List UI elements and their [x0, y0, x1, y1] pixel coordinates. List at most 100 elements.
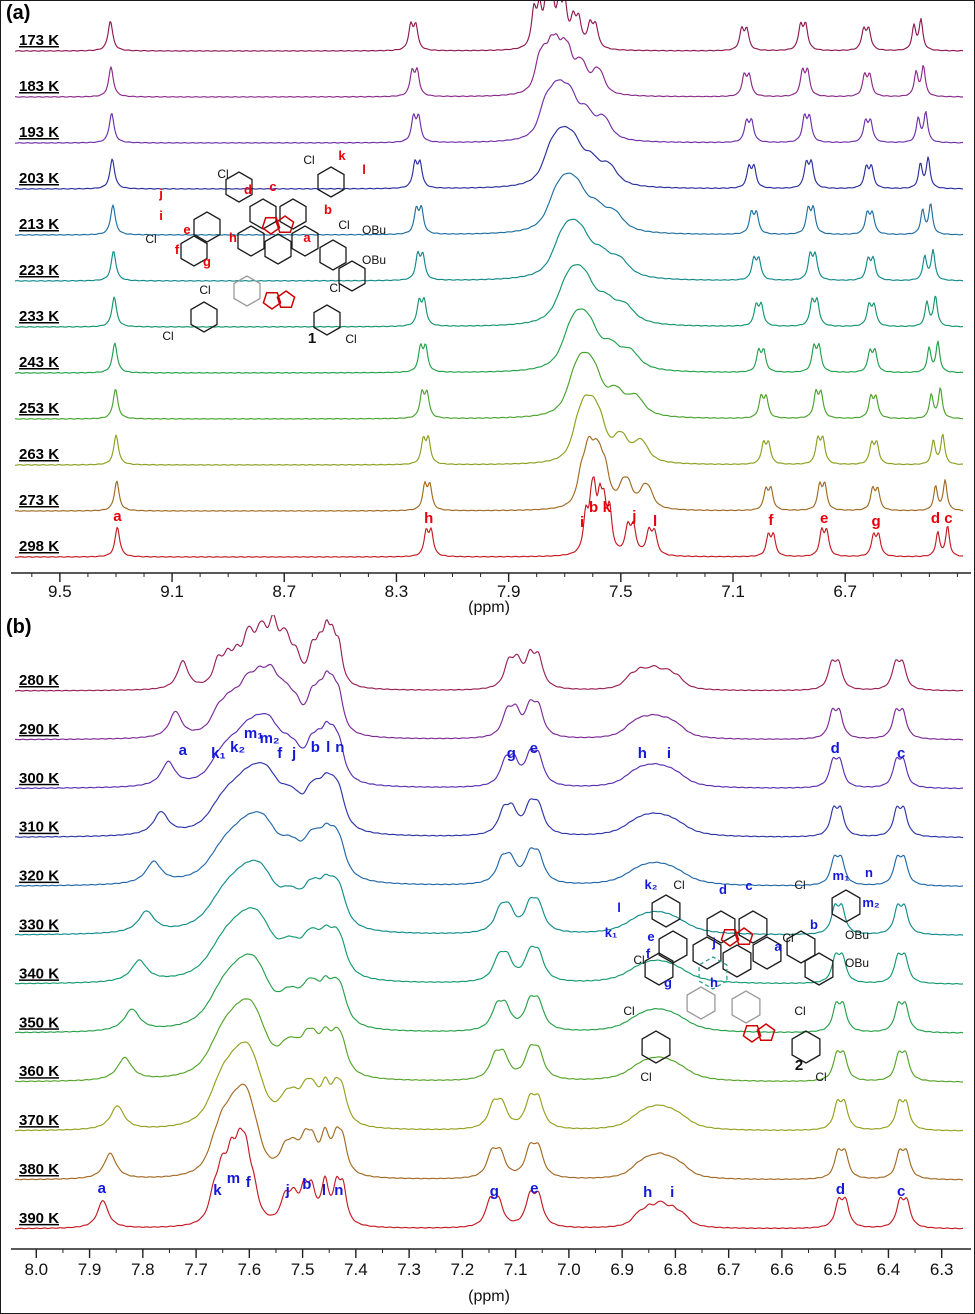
- peak-assignment-label: d: [831, 740, 840, 757]
- structure-label: b: [810, 917, 818, 932]
- structure-label: a: [303, 230, 311, 245]
- panel-a: (a) 9.5 9.1 8.7 8.3 7.9 7.5 7.1 6.7 (ppm) 173 K 18…: [1, 1, 974, 615]
- peak-assignment-label: j: [285, 1182, 290, 1199]
- benzene-ring: [641, 1030, 671, 1064]
- spectrum-trace-183K: [15, 33, 964, 98]
- compound-number: 2: [795, 1057, 803, 1074]
- temperature-label: 233 K: [19, 308, 59, 325]
- temperature-label: 263 K: [19, 446, 59, 463]
- peak-assignment-label: d: [836, 1181, 845, 1198]
- peak-assignment-label: b: [589, 499, 598, 516]
- x-axis-tick-label: 6.7: [717, 1260, 741, 1279]
- x-axis: 9.5 9.1 8.7 8.3 7.9 7.5 7.1 6.7 (ppm): [11, 572, 971, 615]
- x-axis: 8.0 7.9 7.8 7.7 7.6 7.5 7.4 7.3 7.2 7.1 7.0 6.9 6.8 6…: [11, 1248, 971, 1305]
- x-axis-tick-label: 8.0: [24, 1260, 48, 1279]
- benzene-ring: [225, 171, 253, 203]
- peak-assignment-label: a: [113, 508, 122, 525]
- temperature-label: 280 K: [19, 672, 59, 689]
- peak-assignment-label: n: [335, 739, 344, 756]
- structure-label: b: [324, 202, 332, 217]
- temperature-label: 330 K: [19, 917, 59, 934]
- peak-assignment-label: i: [667, 745, 671, 762]
- spectrum-trace-263K: [15, 394, 964, 466]
- structure-label: n: [865, 865, 873, 880]
- pentalene-ring: [756, 1023, 776, 1042]
- peak-assignment-label: e: [530, 1180, 538, 1197]
- benzene-ring: [804, 952, 834, 986]
- temperature-label: 390 K: [19, 1210, 59, 1227]
- peak-assignment-label: j: [631, 508, 636, 525]
- benzene-ring: [651, 894, 681, 928]
- spectrum-trace-310K: [14, 762, 964, 839]
- structure-label: Cl: [329, 281, 340, 295]
- structure-label: OBu: [362, 253, 386, 267]
- peak-assignment-label: l: [322, 1182, 326, 1199]
- benzene-ring: [279, 198, 307, 230]
- peak-assignment-label: g: [871, 513, 880, 530]
- x-axis-tick-label: 7.2: [451, 1260, 475, 1279]
- peak-assignment-label: l: [653, 513, 657, 530]
- temperature-label: 360 K: [19, 1063, 59, 1080]
- structure-label: a: [774, 939, 782, 954]
- peak-assignment-label: f: [768, 512, 774, 529]
- peak-assignment-label: k₁: [211, 745, 226, 762]
- structure-label: g: [203, 254, 211, 269]
- x-axis-tick-label: 6.4: [877, 1260, 901, 1279]
- temperature-label: 380 K: [19, 1161, 59, 1178]
- structure-label: Cl: [199, 283, 210, 297]
- spectrum-trace-173K: [14, 1, 964, 52]
- panel-b: (b) 8.0 7.9 7.8 7.7 7.6 7.5 7.4 7.3 7.2 7.1 7.0 6.9…: [1, 615, 974, 1313]
- peak-assignment-label: a: [98, 1180, 107, 1197]
- structure-label: k: [338, 148, 346, 163]
- temperature-label: 300 K: [19, 770, 59, 787]
- structure-label: i: [159, 208, 163, 223]
- spectrum-trace-290K: [15, 663, 964, 741]
- temperature-label: 183 K: [19, 78, 59, 95]
- x-axis-tick-label: 9.5: [48, 582, 72, 601]
- temperature-label: 203 K: [19, 170, 59, 187]
- structure-label: m₁: [833, 868, 850, 883]
- panel-a-label: (a): [6, 2, 31, 24]
- structure-label: Cl: [303, 153, 314, 167]
- benzene-ring: [722, 944, 752, 978]
- peak-assignment-label: a: [179, 742, 188, 759]
- benzene-ring: [786, 930, 816, 964]
- peak-assignment-label: e: [530, 740, 538, 757]
- x-axis-title: (ppm): [468, 599, 510, 615]
- structure-label: c: [745, 878, 752, 893]
- temperature-label: 173 K: [19, 32, 59, 49]
- spectrum-trace-298K: [14, 476, 963, 558]
- peak-assignment-label: b: [302, 1176, 311, 1193]
- structure-label: h: [229, 230, 237, 245]
- structure-label: e: [183, 222, 190, 237]
- spectrum-trace-233K: [14, 264, 964, 328]
- x-axis-tick-label: 7.5: [609, 582, 633, 601]
- structure-label: Cl: [815, 1070, 826, 1084]
- spectrum-trace-273K: [14, 435, 964, 512]
- temperature-label: 310 K: [19, 819, 59, 836]
- structure-label: g: [664, 975, 672, 990]
- temperature-label: 350 K: [19, 1014, 59, 1031]
- benzene-ring: [831, 889, 861, 923]
- x-axis-tick-label: 7.1: [504, 1260, 528, 1279]
- temperature-label: 253 K: [19, 400, 59, 417]
- x-axis-tick-label: 7.9: [78, 1260, 102, 1279]
- spectrum-trace-280K: [14, 615, 964, 692]
- structure-label: k₂: [644, 877, 657, 892]
- benzene-ring: [752, 936, 782, 970]
- benzene-ring: [738, 910, 768, 944]
- panel-b-label: (b): [6, 616, 32, 638]
- peak-assignment-label: b: [311, 739, 320, 756]
- x-axis-tick-label: 7.6: [238, 1260, 262, 1279]
- temperature-label: 213 K: [19, 216, 59, 233]
- benzene-ring: [233, 275, 261, 307]
- x-axis-tick-label: 6.7: [833, 582, 857, 601]
- peak-assignment-label: n: [334, 1182, 343, 1199]
- temperature-label: 243 K: [19, 354, 59, 371]
- structure-label: Cl: [145, 232, 156, 246]
- structure-label: l: [617, 900, 621, 915]
- x-axis-tick-label: 7.7: [184, 1260, 208, 1279]
- pentalene-ring: [734, 927, 754, 946]
- peak-assignment-label: c: [944, 510, 952, 527]
